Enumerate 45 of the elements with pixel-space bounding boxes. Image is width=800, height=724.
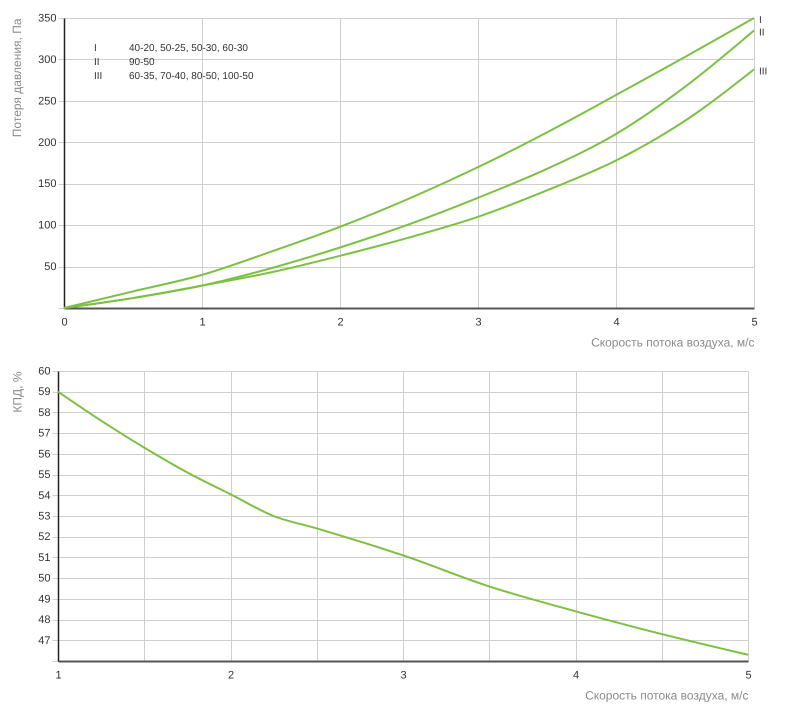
- x-tick-label: 1: [199, 316, 206, 328]
- y-tick-label: 150: [38, 178, 56, 190]
- y-tick-label: 54: [38, 490, 50, 502]
- y-tick-label: 48: [38, 614, 50, 626]
- x-tick-label: 3: [475, 316, 482, 328]
- x-tick-label: 2: [337, 316, 344, 328]
- annotation: 40-20, 50-25, 50-30, 60-30: [129, 43, 248, 54]
- y-tick-label: 50: [44, 261, 56, 274]
- text: I: [94, 43, 97, 54]
- x-axis-title: Скорость потока воздуха, м/с: [591, 336, 754, 350]
- y-tick-label: 51: [38, 552, 50, 564]
- x-tick-label: 0: [61, 316, 68, 328]
- x-tick-label: 4: [572, 670, 580, 682]
- y-axis-title: Потеря давления, Па: [10, 18, 24, 138]
- y-tick-label: 47: [38, 634, 50, 647]
- x-tick-label: 2: [228, 670, 234, 682]
- x-tick-label: 3: [400, 670, 407, 682]
- y-axis-title: КПД, %: [10, 371, 24, 413]
- y-tick-label: 300: [38, 54, 56, 66]
- y-tick-label: 100: [38, 220, 56, 232]
- y-tick-label: 57: [38, 428, 50, 440]
- y-tick-label: 200: [38, 136, 56, 149]
- series-label: II: [759, 27, 765, 38]
- y-tick-label: 52: [38, 531, 50, 544]
- y-tick-label: 55: [38, 469, 50, 482]
- series-label: I: [759, 15, 762, 26]
- y-tick-label: 250: [38, 95, 56, 108]
- y-tick-label: 58: [38, 406, 50, 419]
- text: III: [94, 71, 102, 82]
- x-tick-label: 4: [613, 316, 620, 328]
- annotation: 90-50: [129, 57, 156, 68]
- text: II: [94, 57, 100, 68]
- x-tick-label: 1: [55, 670, 62, 682]
- y-tick-label: 53: [38, 510, 50, 522]
- y-tick-label: 59: [38, 386, 50, 398]
- y-tick-label: 50: [38, 572, 50, 585]
- series-label: III: [759, 66, 768, 78]
- y-tick-label: 350: [38, 12, 56, 24]
- y-tick-label: 49: [38, 593, 50, 606]
- x-tick-label: 5: [745, 670, 752, 682]
- y-tick-label: 56: [38, 448, 50, 460]
- y-tick-label: 60: [38, 366, 50, 378]
- x-tick-label: 5: [751, 316, 758, 328]
- x-axis-title: Скорость потока воздуха, м/с: [585, 688, 748, 702]
- annotation: 60-35, 70-40, 80-50, 100-50: [129, 71, 254, 82]
